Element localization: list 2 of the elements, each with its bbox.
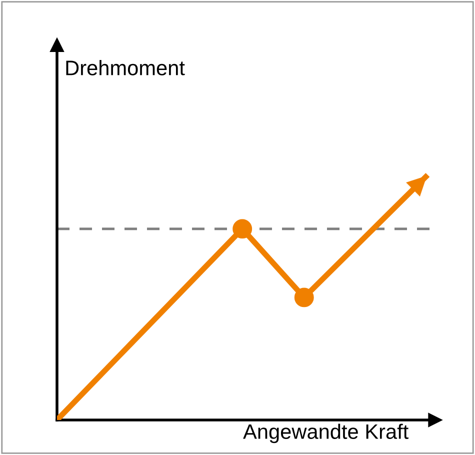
y-axis-title: Drehmoment xyxy=(66,60,185,76)
x-axis-title: Angewandte Kraft xyxy=(243,424,408,444)
